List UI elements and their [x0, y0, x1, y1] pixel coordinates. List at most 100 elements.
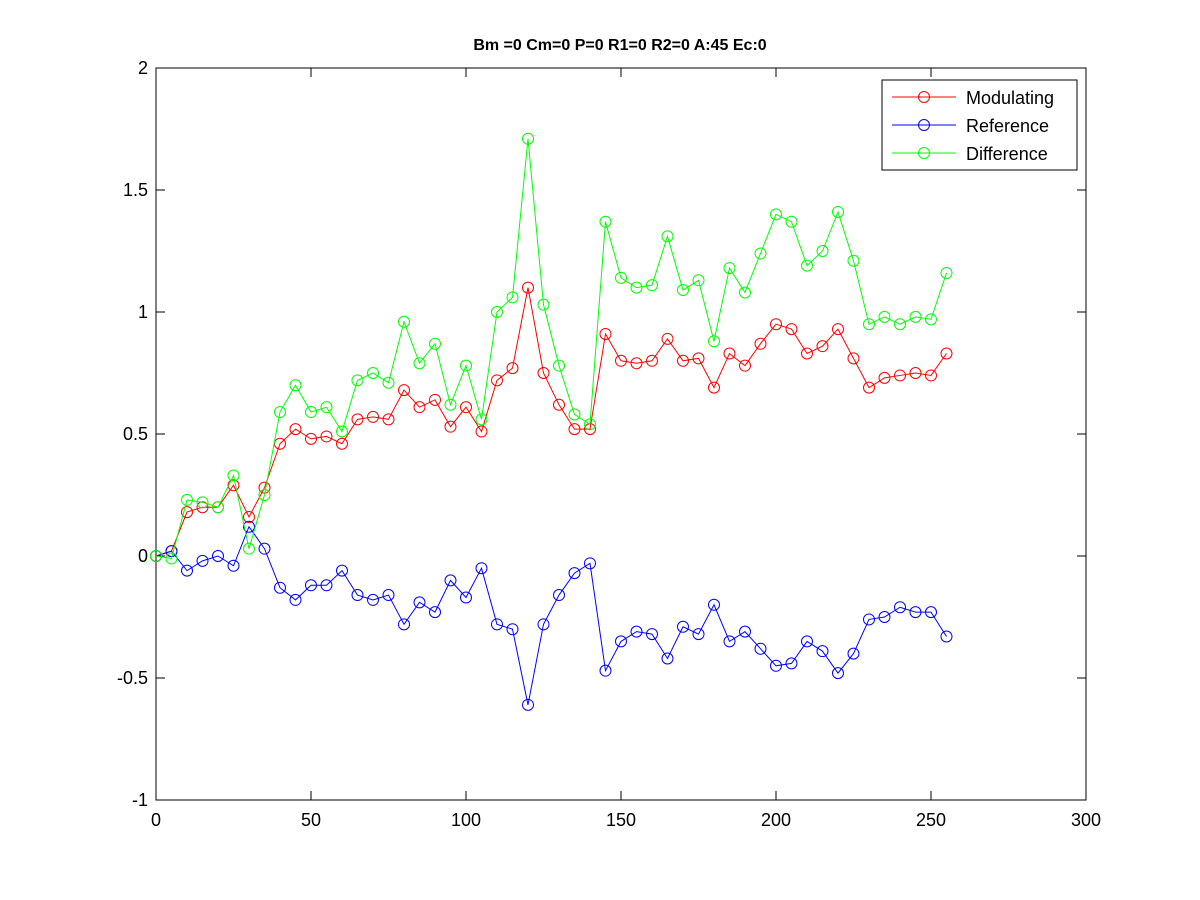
data-point-reference	[692, 628, 705, 641]
data-point-modulating	[909, 367, 922, 379]
y-tick-label: 0.5	[123, 424, 148, 444]
data-point-modulating	[305, 432, 317, 445]
data-point-modulating	[181, 506, 193, 519]
data-point-modulating	[646, 354, 658, 367]
data-point-reference	[847, 647, 860, 660]
data-point-modulating	[196, 501, 209, 514]
data-point-difference	[940, 266, 953, 279]
data-point-reference	[568, 567, 581, 580]
chart-title: Bm =0 Cm=0 P=0 R1=0 R2=0 A:45 Ec:0	[473, 37, 766, 54]
series-line-modulating	[155, 287, 947, 557]
data-point-reference	[677, 620, 689, 633]
data-point-modulating	[661, 332, 674, 345]
data-point-modulating	[630, 357, 643, 370]
data-point-modulating	[243, 510, 255, 523]
data-point-reference	[460, 591, 472, 604]
data-point-difference	[212, 501, 224, 514]
data-point-reference	[925, 606, 937, 619]
data-point-reference	[398, 618, 410, 631]
data-point-modulating	[351, 413, 364, 426]
data-point-difference	[847, 254, 860, 267]
data-point-modulating	[708, 381, 720, 394]
data-point-reference	[770, 659, 782, 672]
data-point-reference	[227, 559, 240, 572]
data-point-reference	[739, 625, 751, 638]
y-tick-label: 1	[138, 302, 148, 322]
data-point-difference	[429, 337, 441, 350]
data-point-reference	[258, 542, 271, 555]
y-tick-label: -1	[132, 790, 148, 810]
data-point-modulating	[940, 347, 953, 360]
data-point-modulating	[460, 401, 472, 414]
data-point-difference	[770, 208, 782, 221]
data-point-difference	[878, 310, 891, 323]
data-point-difference	[398, 315, 410, 328]
data-point-reference	[630, 625, 643, 638]
data-point-difference	[816, 245, 829, 257]
series-line-difference	[155, 138, 947, 560]
data-point-difference	[692, 274, 705, 287]
data-point-modulating	[847, 352, 860, 365]
data-point-difference	[351, 374, 364, 387]
data-point-modulating	[382, 413, 395, 426]
data-point-reference	[646, 628, 658, 641]
data-point-modulating	[553, 398, 565, 411]
data-point-reference	[584, 557, 596, 570]
data-point-modulating	[723, 347, 736, 360]
data-point-reference	[832, 667, 844, 680]
data-point-reference	[444, 574, 457, 587]
data-point-reference	[522, 698, 534, 711]
data-point-reference	[785, 657, 798, 670]
y-tick-label: -0.5	[117, 668, 148, 688]
data-point-difference	[506, 291, 519, 304]
data-point-modulating	[801, 347, 813, 360]
data-point-difference	[599, 215, 612, 228]
data-point-difference	[909, 310, 922, 323]
data-point-difference	[801, 259, 813, 272]
data-point-modulating	[863, 381, 875, 394]
data-point-reference	[491, 618, 503, 631]
data-point-difference	[630, 281, 643, 294]
data-point-difference	[382, 376, 395, 389]
data-point-difference	[227, 469, 240, 482]
x-tick-label: 200	[761, 810, 791, 830]
data-point-modulating	[677, 354, 689, 367]
data-point-difference	[444, 398, 457, 411]
data-point-reference	[212, 550, 224, 562]
data-point-reference	[196, 554, 209, 567]
series-reference	[150, 520, 953, 711]
data-point-difference	[785, 215, 798, 228]
data-point-modulating	[692, 352, 705, 365]
data-point-difference	[491, 306, 503, 318]
data-point-reference	[615, 635, 627, 648]
data-point-modulating	[320, 430, 333, 443]
data-point-modulating	[429, 393, 441, 406]
x-tick-label: 100	[451, 810, 481, 830]
data-point-difference	[320, 401, 333, 414]
data-point-reference	[708, 598, 720, 611]
data-point-difference	[274, 406, 286, 419]
data-point-reference	[367, 593, 379, 606]
data-point-difference	[568, 408, 581, 421]
data-point-difference	[258, 489, 271, 501]
data-point-reference	[274, 581, 286, 594]
data-point-modulating	[925, 369, 937, 382]
data-point-difference	[708, 335, 720, 348]
y-axis: -1 -0.5 0 0.5 1 1.5 2	[117, 58, 1086, 810]
data-point-modulating	[770, 318, 782, 331]
x-tick-label: 150	[606, 810, 636, 830]
legend-marker-modulating	[918, 91, 930, 103]
data-point-reference	[894, 601, 906, 614]
data-point-difference	[460, 359, 472, 372]
data-point-reference	[801, 635, 813, 648]
data-point-modulating	[289, 423, 302, 436]
data-point-reference	[553, 589, 565, 602]
data-point-difference	[336, 425, 348, 438]
y-tick-label: 2	[138, 58, 148, 78]
data-point-reference	[413, 596, 426, 609]
data-point-reference	[537, 618, 550, 631]
legend-label-difference: Difference	[966, 144, 1048, 164]
data-point-difference	[863, 318, 875, 331]
data-point-reference	[289, 593, 302, 606]
